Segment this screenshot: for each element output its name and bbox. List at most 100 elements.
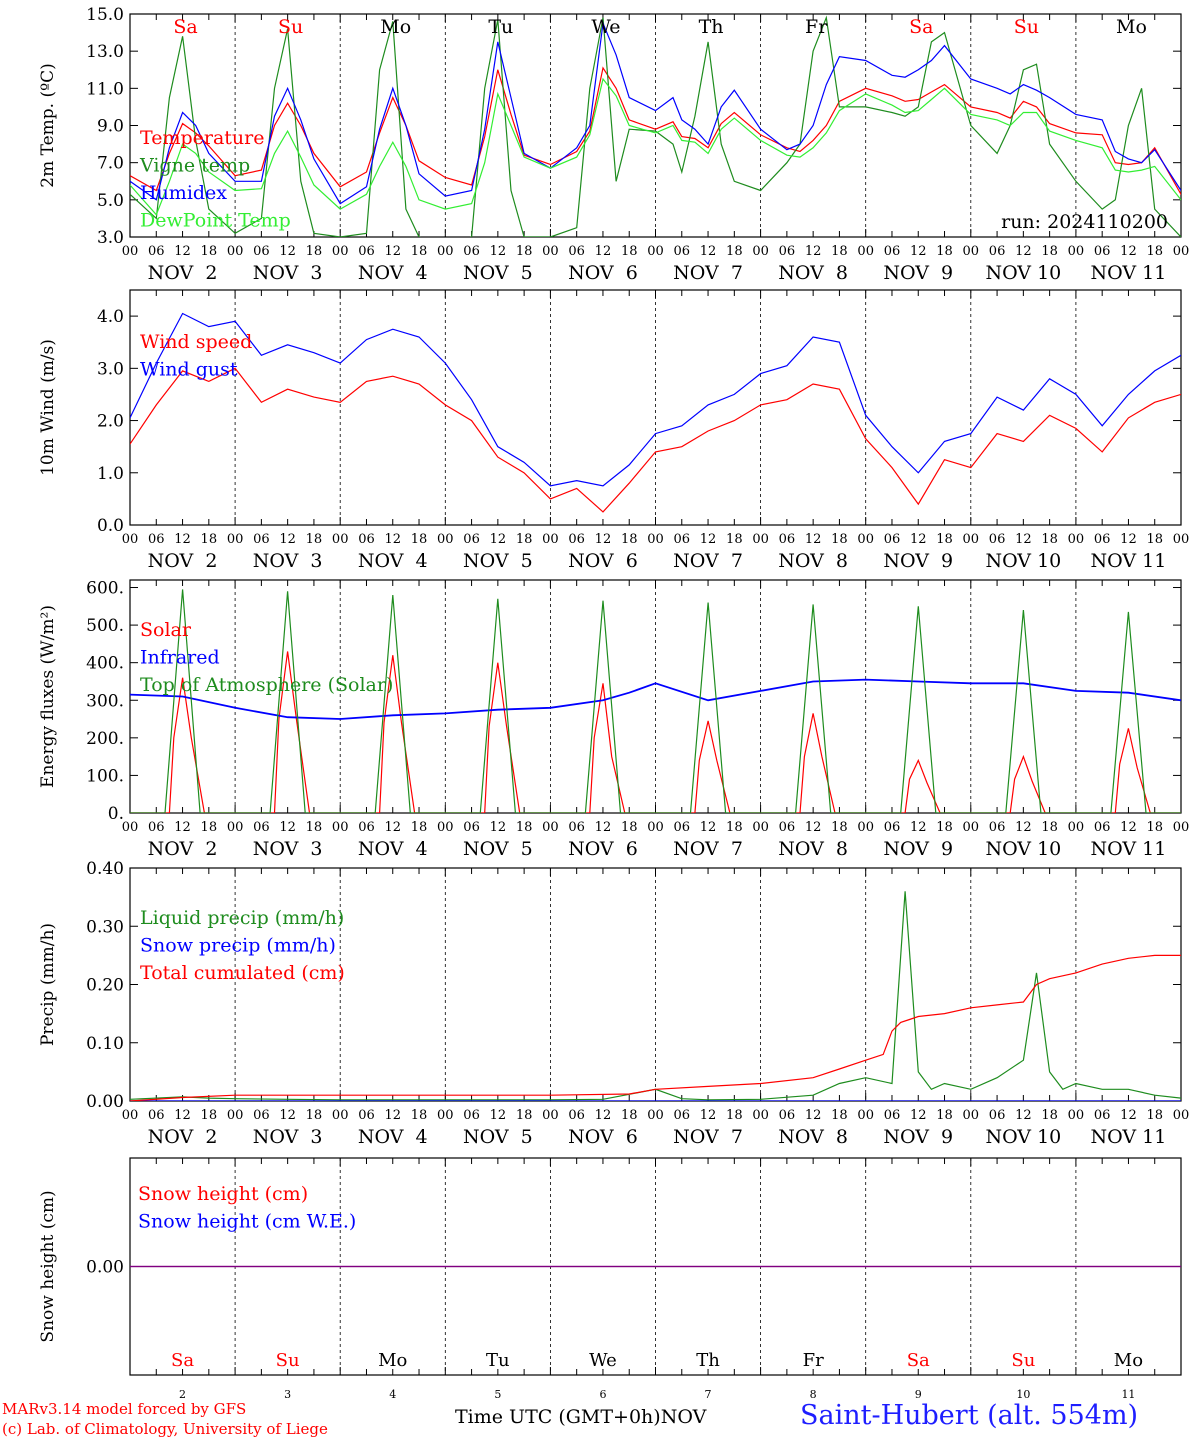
panel-temp: 3.0 5.0 7.0 9.0 11.0 13.0 15.0 2m Temp. (ºC) 00 0… bbox=[38, 5, 1190, 284]
hour-tick-label: 00 bbox=[857, 820, 874, 835]
series-line-temperature bbox=[130, 66, 1181, 195]
hour-tick-label: 00 bbox=[227, 532, 244, 547]
y-tick-label: 5.0 bbox=[97, 191, 124, 211]
date-label: NOV 11 bbox=[1091, 550, 1167, 572]
hour-tick-label: 12 bbox=[174, 244, 191, 259]
hour-tick-label: 00 bbox=[1173, 244, 1190, 259]
weekday-label-bottom: Th bbox=[696, 1350, 720, 1371]
hour-tick-label: 00 bbox=[1173, 820, 1190, 835]
panel-snow: 0.00 Snow height (cm) Snow height (cm) Snow… bbox=[38, 1157, 1182, 1376]
hour-tick-label: 18 bbox=[411, 820, 428, 835]
hour-tick-label: 18 bbox=[621, 244, 638, 259]
date-label: NOV 5 bbox=[463, 550, 533, 572]
date-label: NOV 6 bbox=[568, 1126, 638, 1148]
hour-tick-label: 06 bbox=[884, 1108, 901, 1123]
hour-tick-label: 00 bbox=[963, 1108, 980, 1123]
hour-tick-label: 00 bbox=[963, 532, 980, 547]
date-label: NOV 8 bbox=[778, 262, 848, 284]
hour-tick-label: 00 bbox=[752, 1108, 769, 1123]
y-tick-label: 0.00 bbox=[86, 1092, 124, 1112]
hour-tick-label: 06 bbox=[674, 1108, 691, 1123]
hour-tick-label: 12 bbox=[700, 532, 717, 547]
hour-tick-label: 18 bbox=[936, 244, 953, 259]
y-tick-label: 400. bbox=[86, 654, 124, 674]
day-number-label: 2 bbox=[179, 1388, 186, 1401]
hour-tick-label: 18 bbox=[411, 532, 428, 547]
hour-tick-label: 12 bbox=[1015, 244, 1032, 259]
y-tick-label: 0.30 bbox=[86, 917, 124, 937]
station-title: Saint-Hubert (alt. 554m) bbox=[800, 1400, 1139, 1431]
legend-entry: Snow precip (mm/h) bbox=[140, 935, 336, 957]
series-line-dewpoint-temp bbox=[130, 77, 1181, 216]
x-axis-title: Time UTC (GMT+0h)NOV bbox=[455, 1406, 706, 1428]
hour-tick-label: 06 bbox=[884, 244, 901, 259]
hour-tick-label: 06 bbox=[674, 820, 691, 835]
hour-tick-label: 06 bbox=[148, 820, 165, 835]
day-number-label: 3 bbox=[284, 1388, 291, 1401]
hour-tick-label: 12 bbox=[174, 1108, 191, 1123]
hour-tick-label: 18 bbox=[621, 532, 638, 547]
legend-entry: Top of Atmosphere (Solar) bbox=[140, 674, 393, 696]
hour-tick-label: 00 bbox=[227, 1108, 244, 1123]
date-label: NOV 5 bbox=[463, 262, 533, 284]
y-tick-label: 9.0 bbox=[97, 117, 124, 137]
hour-tick-label: 18 bbox=[936, 532, 953, 547]
weekday-label-top: Sa bbox=[909, 16, 933, 38]
hour-tick-label: 06 bbox=[779, 1108, 796, 1123]
date-label: NOV 4 bbox=[358, 1126, 428, 1148]
date-label: NOV 9 bbox=[883, 1126, 953, 1148]
series-line-total-cumulated-cm- bbox=[130, 954, 1181, 1101]
legend-entry: Vigne temp bbox=[139, 155, 250, 177]
hour-tick-label: 00 bbox=[857, 1108, 874, 1123]
hour-tick-label: 00 bbox=[437, 244, 454, 259]
weekday-label-top: Mo bbox=[380, 16, 411, 38]
hour-tick-label: 06 bbox=[148, 532, 165, 547]
hour-tick-label: 00 bbox=[857, 532, 874, 547]
model-credit: MARv3.14 model forced by GFS bbox=[2, 1400, 247, 1418]
hour-tick-label: 12 bbox=[279, 1108, 296, 1123]
legend-entry: Solar bbox=[140, 619, 192, 641]
hour-tick-label: 00 bbox=[122, 820, 139, 835]
hour-tick-label: 00 bbox=[647, 244, 664, 259]
y-tick-label: 0.10 bbox=[86, 1034, 124, 1054]
y-tick-label: 4.0 bbox=[97, 307, 124, 327]
hour-tick-label: 12 bbox=[910, 1108, 927, 1123]
weekday-label-bottom: Mo bbox=[1114, 1350, 1143, 1371]
y-axis-label: 10m Wind (m/s) bbox=[38, 339, 58, 476]
date-label: NOV 9 bbox=[883, 838, 953, 860]
hour-tick-label: 00 bbox=[332, 1108, 349, 1123]
day-number-label: 7 bbox=[705, 1388, 712, 1401]
hour-tick-label: 18 bbox=[621, 820, 638, 835]
hour-tick-label: 12 bbox=[1015, 532, 1032, 547]
hour-tick-label: 12 bbox=[1015, 820, 1032, 835]
weekday-label-bottom: Mo bbox=[378, 1350, 407, 1371]
hour-tick-label: 00 bbox=[122, 1108, 139, 1123]
series-line-solar bbox=[130, 651, 1181, 813]
hour-tick-label: 18 bbox=[726, 1108, 743, 1123]
date-label: NOV 10 bbox=[985, 262, 1061, 284]
legend-entry: Infrared bbox=[140, 647, 220, 669]
hour-tick-label: 06 bbox=[674, 532, 691, 547]
hour-tick-label: 18 bbox=[201, 532, 218, 547]
hour-tick-label: 18 bbox=[516, 820, 533, 835]
y-tick-label: 7.0 bbox=[97, 154, 124, 174]
hour-tick-label: 18 bbox=[201, 244, 218, 259]
hour-tick-label: 12 bbox=[1120, 820, 1137, 835]
weekday-label-bottom: Su bbox=[1011, 1350, 1035, 1371]
date-label: NOV 10 bbox=[985, 1126, 1061, 1148]
weekday-label-bottom: Tu bbox=[486, 1350, 510, 1371]
hour-tick-label: 06 bbox=[989, 532, 1006, 547]
y-tick-label: 3.0 bbox=[97, 359, 124, 379]
hour-tick-label: 06 bbox=[1094, 532, 1111, 547]
weekday-label-top: Su bbox=[1014, 16, 1039, 38]
y-tick-label: 2.0 bbox=[97, 412, 124, 432]
hour-tick-label: 18 bbox=[1146, 532, 1163, 547]
legend-entry: Snow height (cm) bbox=[138, 1183, 308, 1205]
date-label: NOV 11 bbox=[1091, 1126, 1167, 1148]
y-tick-label: 13.0 bbox=[86, 42, 124, 62]
hour-tick-label: 06 bbox=[989, 244, 1006, 259]
date-label: NOV 3 bbox=[253, 262, 323, 284]
hour-tick-label: 00 bbox=[1068, 244, 1085, 259]
hour-tick-label: 12 bbox=[384, 532, 401, 547]
